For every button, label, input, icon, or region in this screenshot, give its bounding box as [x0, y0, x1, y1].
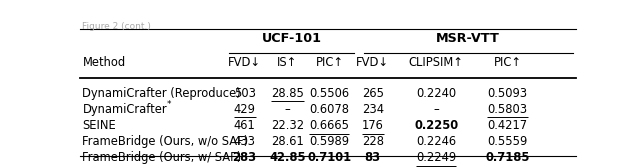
Text: *: * [167, 100, 172, 109]
Text: FVD↓: FVD↓ [356, 56, 389, 69]
Text: 22.32: 22.32 [271, 119, 304, 132]
Text: IS↑: IS↑ [277, 56, 298, 69]
Text: FrameBridge (Ours, w/ SAF): FrameBridge (Ours, w/ SAF) [83, 151, 242, 164]
Text: 0.5803: 0.5803 [488, 103, 527, 116]
Text: 283: 283 [232, 151, 257, 164]
Text: 0.5989: 0.5989 [310, 135, 349, 148]
Text: PIC↑: PIC↑ [493, 56, 522, 69]
Text: 83: 83 [365, 151, 381, 164]
Text: Figure 2 (cont.): Figure 2 (cont.) [83, 22, 151, 31]
Text: 0.5093: 0.5093 [488, 87, 527, 100]
Text: 433: 433 [234, 135, 255, 148]
Text: 0.4217: 0.4217 [488, 119, 527, 132]
Text: UCF-101: UCF-101 [262, 32, 321, 45]
Text: CLIPSIM↑: CLIPSIM↑ [409, 56, 463, 69]
Text: 0.2240: 0.2240 [416, 87, 456, 100]
Text: 0.6078: 0.6078 [310, 103, 349, 116]
Text: 265: 265 [362, 87, 383, 100]
Text: PIC↑: PIC↑ [316, 56, 344, 69]
Text: 503: 503 [234, 87, 255, 100]
Text: 0.7185: 0.7185 [485, 151, 530, 164]
Text: 234: 234 [362, 103, 383, 116]
Text: 461: 461 [234, 119, 255, 132]
Text: DynamiCrafter (Reproduce): DynamiCrafter (Reproduce) [83, 87, 241, 100]
Text: 0.2246: 0.2246 [416, 135, 456, 148]
Text: –: – [284, 103, 290, 116]
Text: 176: 176 [362, 119, 383, 132]
Text: 42.85: 42.85 [269, 151, 305, 164]
Text: FVD↓: FVD↓ [228, 56, 261, 69]
Text: 28.85: 28.85 [271, 87, 304, 100]
Text: Method: Method [83, 56, 125, 69]
Text: 429: 429 [234, 103, 255, 116]
Text: FrameBridge (Ours, w/o SAF): FrameBridge (Ours, w/o SAF) [83, 135, 249, 148]
Text: 28.61: 28.61 [271, 135, 304, 148]
Text: 0.2250: 0.2250 [414, 119, 458, 132]
Text: 0.5559: 0.5559 [488, 135, 527, 148]
Text: 0.2249: 0.2249 [416, 151, 456, 164]
Text: 0.6665: 0.6665 [310, 119, 349, 132]
Text: 0.5506: 0.5506 [309, 87, 349, 100]
Text: DynamiCrafter: DynamiCrafter [83, 103, 167, 116]
Text: 0.7101: 0.7101 [307, 151, 351, 164]
Text: SEINE: SEINE [83, 119, 116, 132]
Text: MSR-VTT: MSR-VTT [436, 32, 500, 45]
Text: 228: 228 [362, 135, 383, 148]
Text: –: – [433, 103, 439, 116]
